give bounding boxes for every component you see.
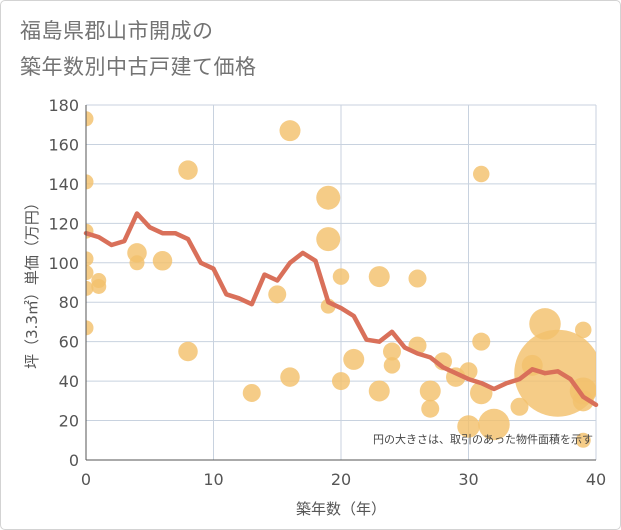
data-point	[332, 372, 350, 391]
data-point	[86, 111, 94, 127]
data-point	[472, 332, 491, 351]
data-point	[575, 321, 592, 339]
data-point	[419, 380, 441, 402]
data-point	[332, 268, 350, 285]
data-point	[86, 251, 94, 267]
data-point	[575, 432, 591, 448]
x-tick-label: 20	[331, 470, 351, 489]
data-point	[129, 255, 145, 271]
data-point	[86, 320, 94, 336]
data-point	[86, 265, 94, 281]
data-point	[473, 165, 490, 183]
trend-line-series	[83, 211, 599, 408]
data-point	[268, 285, 287, 304]
data-point	[383, 342, 401, 361]
y-tick-label: 0	[69, 451, 79, 470]
x-tick-label: 0	[81, 470, 91, 489]
average-price-line	[83, 211, 599, 408]
y-tick-label: 140	[48, 175, 79, 194]
data-point	[86, 174, 94, 190]
chart-title: 福島県郡山市開成の 築年数別中古戸建て価格	[20, 13, 257, 85]
data-point	[457, 415, 480, 438]
y-tick-label: 100	[48, 254, 79, 273]
x-axis-label: 築年数（年）	[296, 500, 386, 518]
y-tick-label: 80	[59, 293, 79, 312]
data-point	[279, 120, 301, 142]
chart-title-line2: 築年数別中古戸建て価格	[20, 55, 257, 79]
data-point	[478, 408, 510, 441]
data-point	[572, 390, 594, 412]
y-tick-label: 20	[59, 412, 79, 431]
y-tick-label: 180	[48, 96, 79, 115]
data-point	[408, 269, 427, 288]
data-point	[280, 367, 300, 387]
data-point	[91, 278, 107, 294]
y-tick-label: 60	[59, 333, 79, 352]
data-point	[368, 266, 390, 288]
x-tick-label: 10	[203, 470, 223, 489]
y-axis-label: 坪（3.3㎡）単価（万円）	[23, 195, 41, 369]
data-point	[421, 399, 440, 418]
data-point	[316, 227, 341, 252]
data-point	[383, 357, 401, 374]
axes: 0 20 40 60 80 100 120 140 160 180 0 10 20 30 40	[48, 96, 606, 489]
chart-title-line1: 福島県郡山市開成の	[20, 19, 214, 43]
y-tick-label: 120	[48, 214, 79, 233]
data-point	[510, 397, 529, 416]
bubble-series	[86, 111, 596, 448]
data-point	[343, 348, 365, 370]
x-tick-label: 40	[586, 470, 606, 489]
data-point	[242, 383, 261, 402]
data-point	[316, 185, 341, 210]
y-tick-label: 40	[59, 372, 79, 391]
data-point	[368, 380, 390, 402]
data-point	[178, 341, 198, 362]
data-point	[152, 251, 173, 271]
y-tick-label: 160	[48, 135, 79, 154]
bubble-size-note: 円の大きさは、取引のあった物件面積を示す	[373, 432, 593, 446]
x-tick-label: 30	[458, 470, 478, 489]
data-point	[178, 160, 198, 180]
